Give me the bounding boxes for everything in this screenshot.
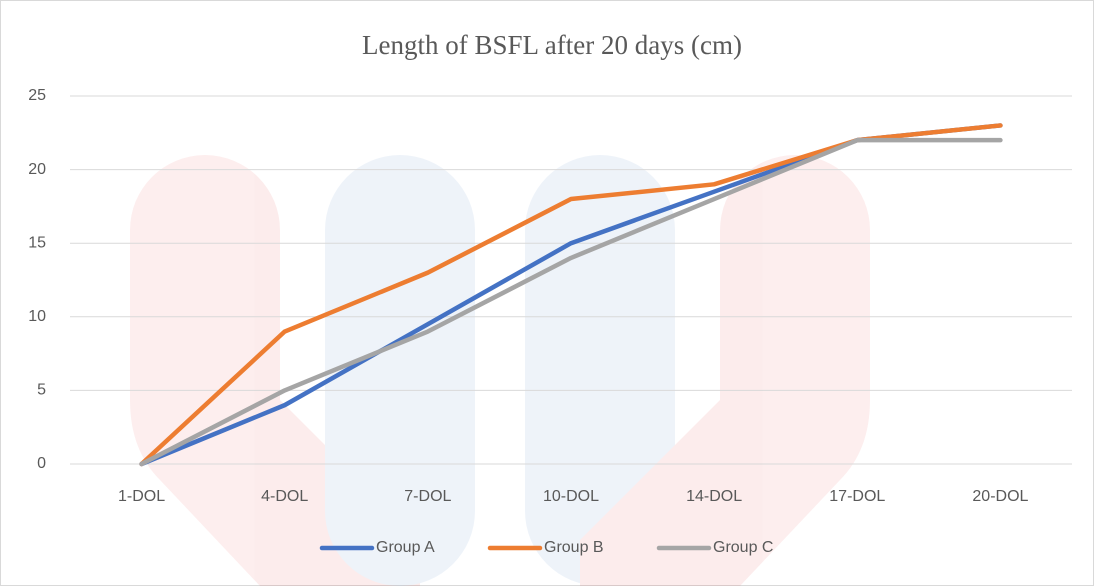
y-tick-label: 0 bbox=[37, 455, 46, 472]
x-tick-label: 1-DOL bbox=[118, 488, 165, 505]
legend-label: Group B bbox=[544, 539, 604, 556]
watermark bbox=[130, 155, 870, 586]
x-tick-label: 20-DOL bbox=[972, 488, 1028, 505]
y-tick-label: 10 bbox=[28, 308, 46, 325]
legend-label: Group A bbox=[376, 539, 435, 556]
legend-label: Group C bbox=[713, 539, 773, 556]
series-line bbox=[139, 137, 1003, 467]
x-tick-label: 17-DOL bbox=[829, 488, 885, 505]
x-tick-label: 14-DOL bbox=[686, 488, 742, 505]
y-tick-label: 15 bbox=[28, 234, 46, 251]
x-tick-label: 10-DOL bbox=[543, 488, 599, 505]
y-tick-label: 5 bbox=[37, 382, 46, 399]
y-tick-label: 25 bbox=[28, 87, 46, 104]
x-tick-label: 4-DOL bbox=[261, 488, 308, 505]
y-tick-label: 20 bbox=[28, 161, 46, 178]
chart-title: Length of BSFL after 20 days (cm) bbox=[362, 30, 742, 60]
x-tick-label: 7-DOL bbox=[404, 488, 451, 505]
